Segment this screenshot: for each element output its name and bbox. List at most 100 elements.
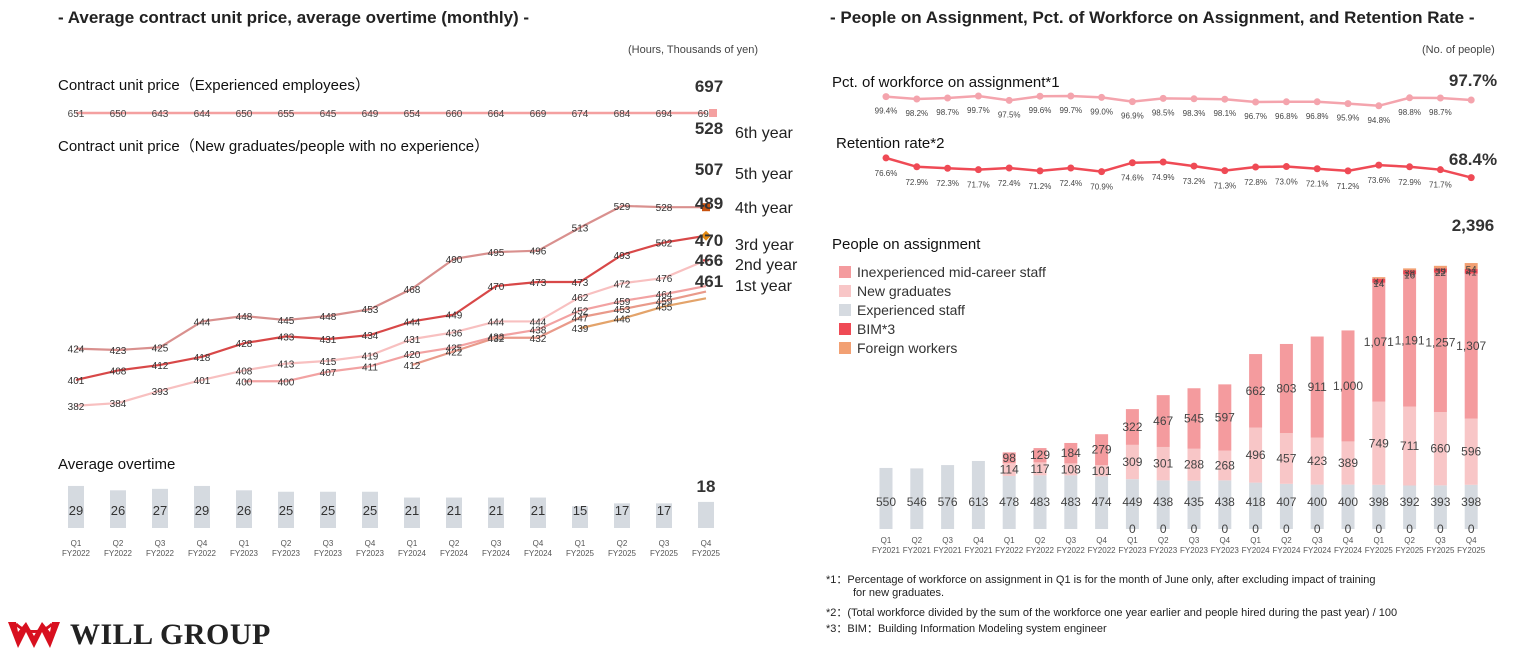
pct-label-4: 97.5% [998,110,1021,119]
right-category-8-fy: FY2023 [1118,546,1147,555]
people-label-experienced-staff-16: 398 [1369,495,1389,509]
right-category-19-fy: FY2025 [1457,546,1486,555]
people-label-experienced-staff-4: 478 [999,495,1019,509]
people-bar-experienced-staff-10 [1187,480,1201,529]
people-bar-new-graduates-10 [1187,448,1201,481]
people-bar-bim-16 [1372,278,1386,283]
people-label-inexperienced-mid-6: 184 [1061,446,1081,460]
price-last-value-year2: 466 [695,251,723,270]
people-bar-foreign-top-19 [1464,263,1478,270]
right-category-5-fy: FY2022 [1026,546,1055,555]
year-name-year1: 1st year [735,278,793,295]
overtime-value-12: 15 [573,503,587,518]
left-category-1-fy: FY2022 [104,549,133,558]
right-category-9-fy: FY2023 [1149,546,1178,555]
right-category-18-fy: FY2025 [1426,546,1455,555]
people-bar-inexperienced-mid-16 [1372,282,1386,402]
people-label-experienced-staff-10: 435 [1184,495,1204,509]
retention-point-19 [1467,174,1475,182]
left-category-7-fy: FY2023 [356,549,385,558]
price-label-year4-2: 393 [152,387,169,398]
people-label-new-graduates-6: 108 [1061,462,1081,476]
retention-point-9 [1159,158,1167,166]
people-label-new-graduates-12: 496 [1246,448,1266,462]
right-category-1-fy: FY2021 [903,546,932,555]
will-group-logo: WILL GROUP [6,618,271,652]
overtime-value-11: 21 [531,503,545,518]
legend-label-2: Experienced staff [857,302,965,318]
right-category-1-q: Q2 [911,536,922,545]
overtime-value-1: 26 [111,503,125,518]
price-label-year6-0: 424 [68,345,85,356]
right-category-19-q: Q4 [1466,536,1477,545]
price-label-year5-0: 401 [68,376,85,387]
left-category-9-q: Q2 [449,539,460,548]
people-label-new-graduates-15: 389 [1338,456,1358,470]
experienced-price-label-12: 674 [572,109,589,120]
pct-label-8: 96.9% [1121,112,1144,121]
people-bar-inexperienced-mid-13 [1279,343,1293,434]
pct-point-12 [1252,98,1260,106]
price-last-value-year3: 470 [695,231,723,250]
people-label-foreign-workers-15: 0 [1345,522,1352,536]
people-label-experienced-staff-9: 438 [1153,495,1173,509]
price-label-year5-14: 502 [656,239,673,250]
people-label-inexperienced-mid-9: 467 [1153,414,1173,428]
left-category-4-q: Q1 [239,539,250,548]
legend-label-0: Inexperienced mid-career staff [857,264,1046,280]
year-name-year3: 3rd year [735,237,794,254]
right-category-12-q: Q1 [1250,536,1261,545]
people-label-experienced-staff-11: 438 [1215,495,1235,509]
people-label-foreign-workers-9: 0 [1160,522,1167,536]
price-label-year4-8: 431 [404,335,421,346]
left-category-12-q: Q1 [575,539,586,548]
pct-point-13 [1282,98,1290,106]
price-label-year4-3: 401 [194,376,211,387]
people-bar-experienced-staff-8 [1125,479,1139,529]
price-label-year3-8: 420 [404,350,421,361]
people-label-inexperienced-mid-4: 98 [1003,451,1017,465]
people-label-inexperienced-mid-16: 1,071 [1364,335,1394,349]
price-label-year3-5: 400 [278,377,295,388]
people-label-bim-19: 41 [1466,267,1478,278]
people-bar-experienced-staff-11 [1218,480,1232,529]
price-label-year6-14: 528 [656,203,673,214]
legend-swatch-4 [839,342,851,354]
retention-point-7 [1098,168,1106,176]
left-unit-label: (Hours, Thousands of yen) [628,44,759,56]
people-label-foreign-workers-8: 0 [1129,522,1136,536]
right-category-15-fy: FY2024 [1334,546,1363,555]
people-label-experienced-staff-17: 392 [1400,495,1420,509]
left-category-0-fy: FY2022 [62,549,91,558]
price-line-year1 [579,297,707,330]
right-category-14-q: Q3 [1312,536,1323,545]
people-bar-new-graduates-19 [1464,418,1478,485]
people-bar-experienced-staff-3 [971,460,985,529]
left-category-8-q: Q1 [407,539,418,548]
pct-label-17: 98.8% [1398,108,1421,117]
people-bar-inexperienced-mid-15 [1341,330,1355,442]
people-label-new-graduates-9: 301 [1153,457,1173,471]
people-label-new-graduates-14: 423 [1307,454,1327,468]
people-bar-new-graduates-17 [1403,406,1417,486]
price-label-year2-9: 422 [446,347,463,358]
overtime-value-10: 21 [489,503,503,518]
people-bar-inexperienced-mid-11 [1218,384,1232,451]
overtime-value-13: 17 [615,503,629,518]
pct-point-7 [1098,93,1106,101]
people-bar-inexperienced-mid-17 [1403,274,1417,407]
left-category-3-fy: FY2022 [188,549,217,558]
people-bar-new-graduates-16 [1372,401,1386,485]
right-category-10-q: Q3 [1189,536,1200,545]
price-label-year2-12: 447 [572,313,589,324]
right-category-9-q: Q2 [1158,536,1169,545]
people-label-inexperienced-mid-8: 322 [1122,420,1142,434]
experienced-price-label-6: 645 [320,109,337,120]
people-bar-experienced-staff-18 [1433,485,1447,529]
will-group-emblem-icon [8,622,60,648]
right-category-17-q: Q2 [1404,536,1415,545]
year-name-year6: 6th year [735,125,793,142]
people-bar-inexperienced-mid-7 [1095,434,1109,466]
people-bar-foreign-top-18 [1433,265,1447,269]
price-line-year5 [75,234,707,381]
